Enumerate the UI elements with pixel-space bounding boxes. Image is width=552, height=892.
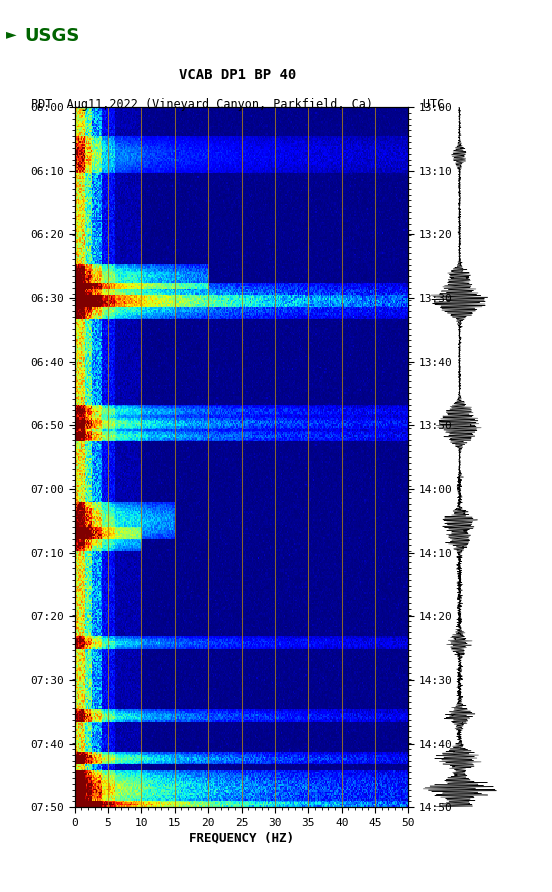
- X-axis label: FREQUENCY (HZ): FREQUENCY (HZ): [189, 832, 294, 845]
- Text: ►: ►: [6, 27, 16, 41]
- Text: VCAB DP1 BP 40: VCAB DP1 BP 40: [179, 68, 296, 82]
- Text: USGS: USGS: [25, 27, 80, 45]
- Text: PDT  Aug11,2022 (Vineyard Canyon, Parkfield, Ca)       UTC: PDT Aug11,2022 (Vineyard Canyon, Parkfie…: [31, 98, 444, 112]
